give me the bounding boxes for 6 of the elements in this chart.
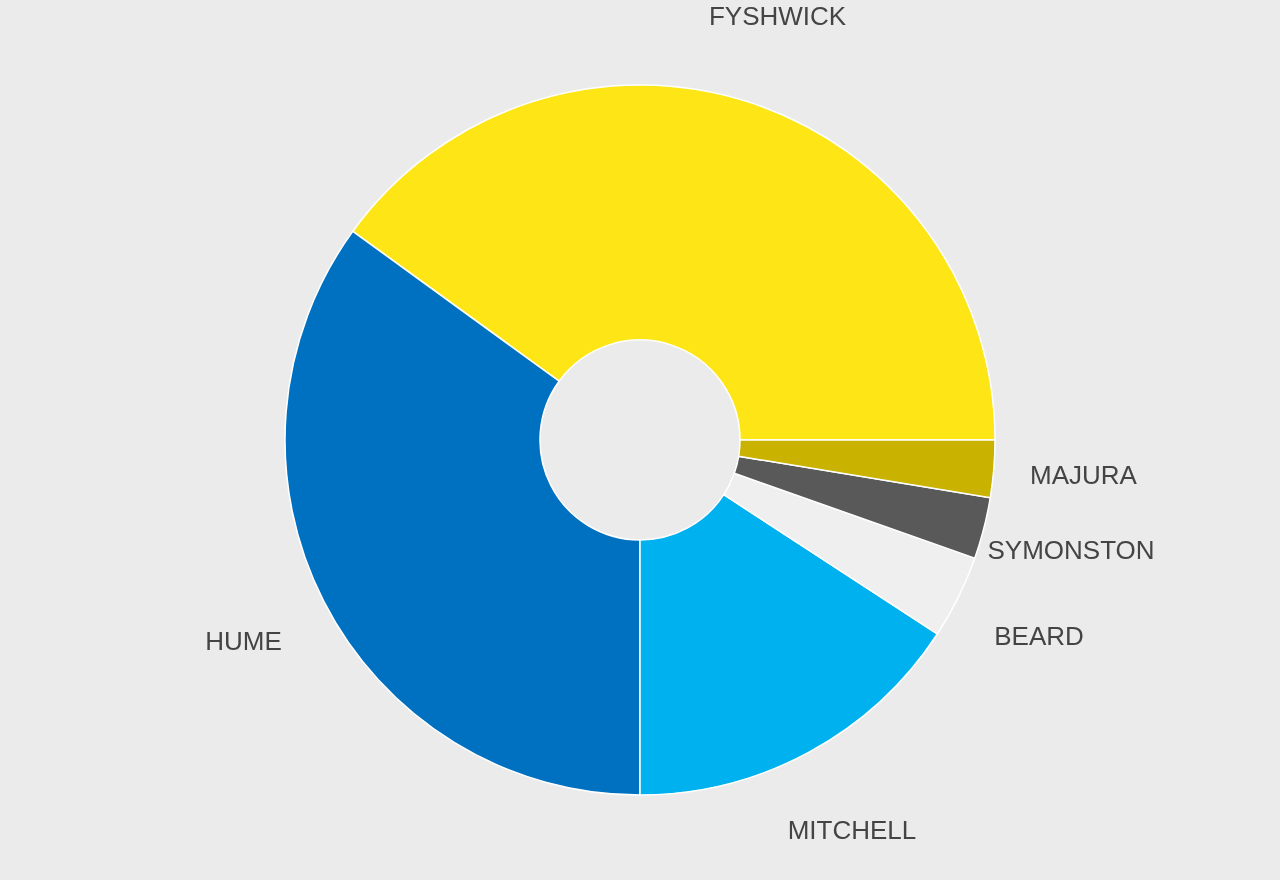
- slice-label: SYMONSTON: [987, 534, 1155, 565]
- slice-label: MITCHELL: [787, 815, 917, 846]
- slice-label: HUME: [205, 626, 282, 657]
- slice-label: FYSHWICK: [708, 0, 847, 31]
- slice-label: MAJURA: [1030, 460, 1138, 491]
- slice-label: BEARD: [994, 621, 1084, 652]
